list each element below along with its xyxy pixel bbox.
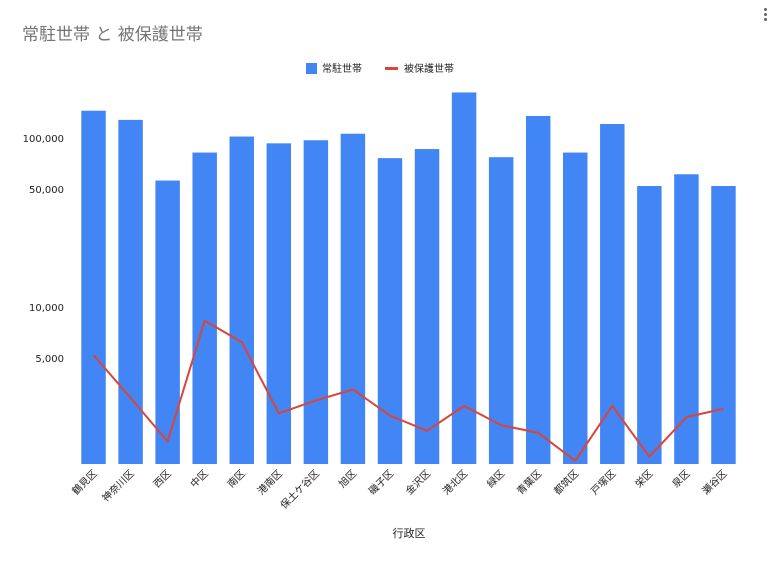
bar[interactable] [81,110,106,464]
x-tick-label: 中区 [187,467,210,490]
x-tick-label: 栄区 [633,468,656,491]
x-tick-label: 都筑区 [551,467,581,497]
bar[interactable] [192,152,217,464]
bar[interactable] [340,133,366,464]
x-tick-label: 青葉区 [514,467,544,497]
x-tick-label: 西区 [151,468,174,491]
legend-swatch-bar [306,63,317,74]
legend-label: 被保護世帯 [404,62,454,75]
bar[interactable] [711,185,736,465]
bar[interactable] [563,152,588,464]
x-tick-label: 鶴見区 [69,467,99,497]
bar[interactable] [525,115,551,464]
chart-title: 常駐世帯 と 被保護世帯 [22,25,203,45]
bar[interactable] [266,143,292,464]
bar[interactable] [600,124,625,464]
y-axis: 5,000 10,000 50,000 100,000 [23,134,64,365]
y-tick-label: 50,000 [29,185,64,196]
x-tick-label: 神奈川区 [99,467,136,504]
bar[interactable] [414,149,440,464]
bar[interactable] [674,174,699,465]
line-series [92,319,724,462]
x-tick-label: 港北区 [441,468,471,498]
y-tick-label: 10,000 [29,303,64,314]
x-tick-label: 泉区 [669,467,692,490]
x-tick-label: 瀬谷区 [700,468,730,498]
legend-label: 常駐世帯 [322,62,362,75]
bar[interactable] [488,157,514,464]
x-tick-label: 旭区 [336,468,359,491]
y-tick-label: 5,000 [35,354,64,365]
bar[interactable] [118,119,143,464]
legend: 常駐世帯 被保護世帯 [306,62,454,75]
line-path[interactable] [92,319,724,462]
x-tick-label: 港南区 [255,467,285,497]
bar[interactable] [377,158,403,464]
bar[interactable] [637,185,662,465]
bar[interactable] [451,92,477,465]
x-tick-label: 磯子区 [366,467,396,497]
bar[interactable] [229,136,254,464]
bar-series [81,92,736,465]
bar[interactable] [303,140,329,464]
x-tick-label: 南区 [225,467,248,490]
x-tick-label: 金沢区 [403,467,433,497]
x-tick-label: 戸塚区 [589,468,619,498]
x-axis-title: 行政区 [393,526,426,540]
x-tick-label: 保土ケ谷区 [277,467,322,512]
bar[interactable] [155,180,180,465]
more-vert-icon[interactable] [760,6,770,24]
legend-swatch-line [385,67,398,70]
y-tick-label: 100,000 [23,134,64,145]
x-tick-label: 緑区 [484,467,507,490]
